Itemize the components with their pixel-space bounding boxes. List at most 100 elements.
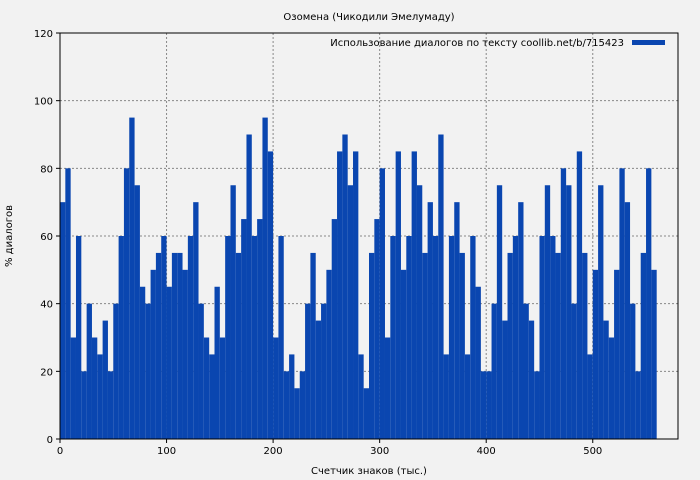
bar [91, 337, 98, 439]
bar [102, 320, 108, 439]
bar [454, 202, 460, 439]
bar [155, 252, 162, 439]
bar [598, 185, 604, 439]
bar [411, 151, 417, 439]
bar [60, 202, 66, 439]
bar [171, 252, 178, 439]
bar [118, 236, 124, 439]
bar [539, 236, 545, 439]
bar [150, 269, 156, 439]
y-tick-label: 120 [34, 29, 53, 40]
bar [139, 286, 146, 439]
bar [528, 320, 535, 439]
bar [198, 303, 204, 439]
bar [544, 185, 551, 439]
bar [315, 320, 322, 439]
x-axis-label: Счетчик знаков (тыс.) [311, 466, 427, 477]
bar [523, 303, 529, 439]
bar [379, 168, 385, 440]
bar [161, 236, 167, 439]
bar [475, 286, 481, 439]
bar [86, 303, 92, 439]
y-tick-label: 20 [40, 367, 53, 378]
bar [342, 134, 348, 439]
bar [75, 236, 82, 439]
bar [123, 168, 130, 440]
bar [251, 236, 258, 439]
bar [225, 236, 231, 439]
bar [390, 236, 396, 439]
bar [214, 286, 220, 439]
bar [400, 269, 407, 439]
bar [363, 388, 369, 439]
y-tick-label: 80 [40, 164, 53, 175]
bar [486, 371, 492, 439]
bar [619, 168, 625, 440]
bar [145, 303, 151, 439]
bar [267, 151, 274, 439]
bar [427, 202, 433, 439]
bar [305, 303, 311, 439]
bar [534, 371, 540, 439]
bar [496, 185, 503, 439]
bar [70, 337, 76, 439]
bar [310, 252, 316, 439]
bar [241, 219, 247, 439]
bar [459, 252, 465, 439]
bar [262, 117, 268, 439]
bar [353, 151, 359, 439]
x-tick-label: 300 [370, 446, 389, 457]
bar [81, 371, 87, 439]
bar [592, 269, 599, 439]
bar [177, 252, 183, 439]
bar [278, 236, 284, 439]
bar [65, 168, 71, 440]
bar [416, 185, 423, 439]
bar [566, 185, 572, 439]
bar [129, 117, 135, 439]
bar [448, 236, 455, 439]
bar [651, 269, 657, 439]
bar [246, 134, 252, 439]
bar [107, 371, 114, 439]
bar [219, 337, 226, 439]
y-tick-label: 60 [40, 232, 53, 243]
bar [321, 303, 327, 439]
bar [235, 252, 242, 439]
bar [369, 252, 375, 439]
x-tick-label: 400 [477, 446, 496, 457]
bar [646, 168, 652, 440]
bar [491, 303, 497, 439]
bar [640, 252, 647, 439]
bar [470, 236, 476, 439]
bar [560, 168, 567, 440]
bar [582, 252, 588, 439]
bar [326, 269, 332, 439]
bar [624, 202, 631, 439]
bar [337, 151, 343, 439]
x-tick-label: 0 [57, 446, 63, 457]
bar [358, 354, 364, 439]
bar [187, 236, 194, 439]
y-axis-label: % диалогов [4, 205, 15, 267]
bar [630, 303, 636, 439]
bar [193, 202, 199, 439]
bar [518, 202, 524, 439]
bar [555, 252, 561, 439]
bar [209, 354, 215, 439]
bar [182, 269, 188, 439]
bar [166, 286, 172, 439]
bar [587, 354, 593, 439]
bar [502, 320, 508, 439]
bar [230, 185, 236, 439]
bar [608, 337, 615, 439]
bar [406, 236, 412, 439]
bar [395, 151, 401, 439]
bar [384, 337, 391, 439]
bar [134, 185, 140, 439]
legend-label: Использование диалогов по тексту coollib… [330, 38, 624, 49]
bar [512, 236, 519, 439]
bar [294, 388, 300, 439]
